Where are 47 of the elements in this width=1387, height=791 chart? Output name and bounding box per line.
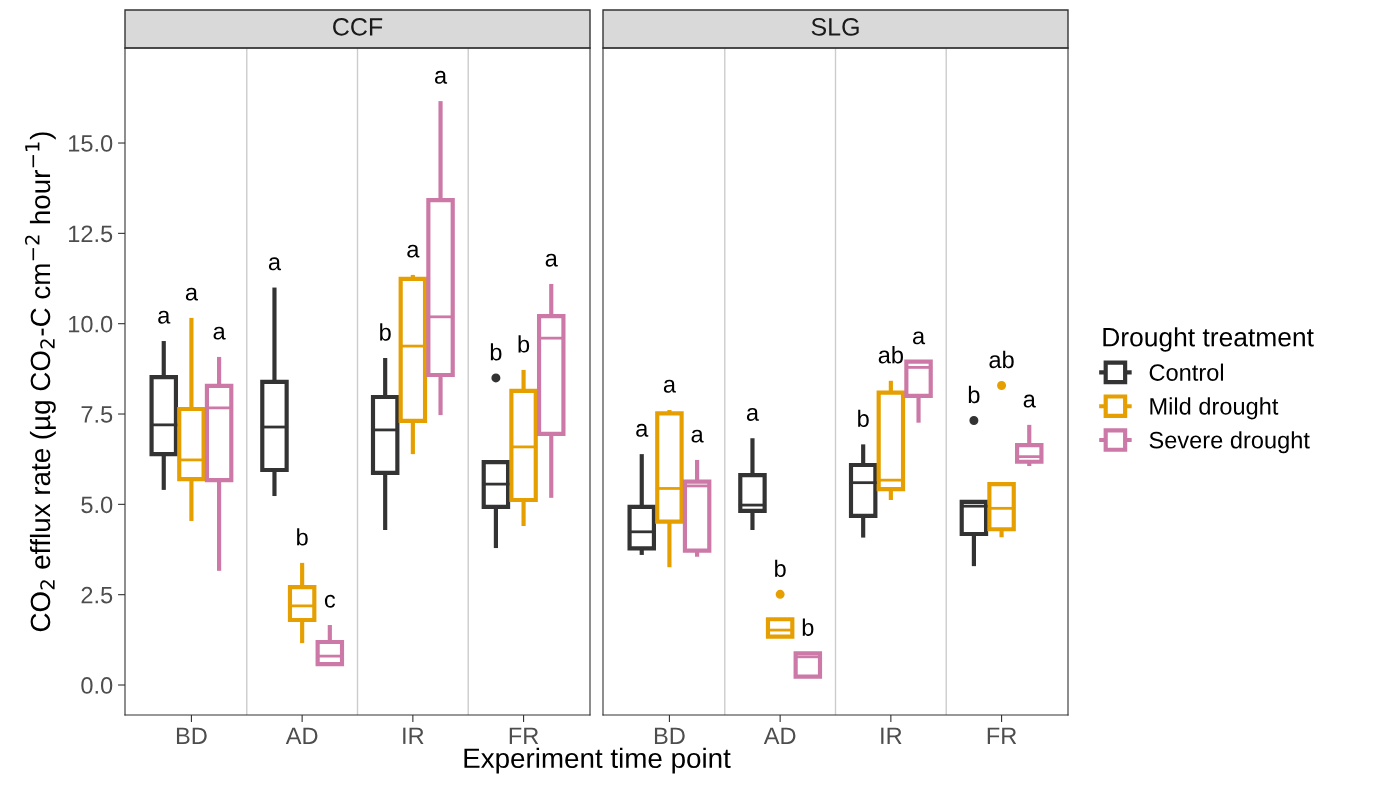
legend-label: Mild drought — [1150, 397, 1279, 420]
x-tick-label: BD — [654, 727, 685, 744]
annotation: b — [858, 409, 869, 428]
annotation: a — [213, 326, 226, 340]
chart-title: SLG — [811, 18, 859, 36]
annotation: a — [636, 423, 649, 437]
annotation: a — [268, 257, 282, 271]
annotation: b — [380, 323, 391, 341]
y-tick-label: 5.0 — [81, 496, 113, 514]
annotation: b — [775, 559, 786, 578]
annotation: ab — [989, 350, 1014, 369]
annotation: b — [490, 343, 502, 361]
annotation: a — [545, 253, 558, 267]
annotation: ab — [878, 346, 903, 364]
annotation: b — [518, 335, 530, 353]
annotation: a — [1023, 394, 1036, 408]
annotation: a — [185, 287, 198, 301]
legend-label: Severe drought — [1149, 431, 1310, 454]
x-axis-title: Experiment time point — [464, 747, 731, 774]
annotation: a — [663, 379, 676, 393]
y-tick-label: 12.5 — [69, 225, 113, 243]
x-tick-label: IR — [881, 727, 902, 744]
annotation: a — [746, 407, 760, 421]
annotation: a — [158, 310, 171, 324]
x-tick-label: FR — [987, 727, 1017, 744]
x-tick-label: AD — [763, 727, 796, 744]
annotation: a — [407, 244, 420, 258]
annotation: a — [912, 331, 926, 345]
legend-title: Drought treatment — [1103, 327, 1314, 352]
annotation: a — [691, 429, 704, 443]
x-tick-label: BD — [176, 727, 207, 744]
y-tick-label: 7.5 — [81, 406, 113, 423]
x-tick-label: IR — [403, 727, 424, 744]
y-tick-label: 15.0 — [69, 135, 113, 152]
y-tick-label: 10.0 — [69, 315, 113, 333]
chart-title: CCF — [333, 18, 383, 36]
y-tick-label: 2.5 — [81, 586, 113, 604]
annotation: c — [324, 594, 336, 608]
annotation: b — [802, 618, 814, 636]
y-tick-label: 0.0 — [81, 677, 113, 694]
x-tick-label: FR — [509, 727, 539, 744]
x-tick-label: AD — [285, 727, 318, 744]
annotation: b — [297, 528, 308, 546]
legend-label: Control — [1149, 363, 1224, 381]
annotation: a — [434, 70, 448, 84]
annotation: b — [968, 385, 980, 404]
text: CO$_{2}$ efflux rate (µg CO$_{2}$-C cm$^{−2}$ hour$^{−1}$) — [24, 132, 56, 632]
